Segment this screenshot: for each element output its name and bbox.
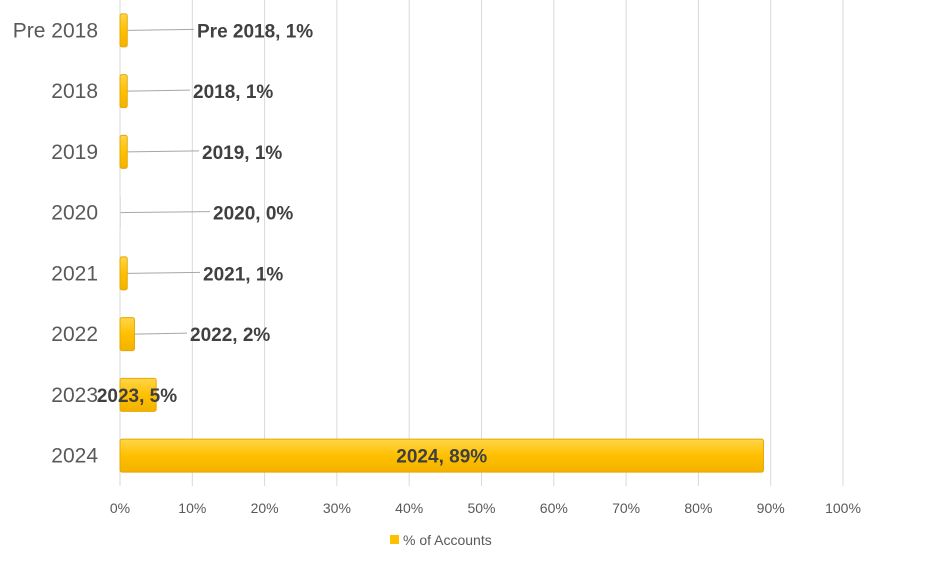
x-tick-label: 40% [395, 500, 423, 516]
x-tick-label: 30% [323, 500, 351, 516]
leader-line [127, 89, 191, 92]
category-label: 2019 [51, 141, 98, 164]
category-label: 2024 [51, 445, 98, 468]
legend-swatch [390, 535, 399, 544]
bar [119, 74, 128, 109]
leader-line [120, 211, 211, 214]
bar [119, 13, 128, 48]
category-label: 2023 [51, 384, 98, 407]
leader-line [127, 28, 195, 31]
x-tick-label: 50% [467, 500, 495, 516]
data-label: 2021, 1% [203, 264, 283, 285]
data-label: Pre 2018, 1% [197, 21, 313, 42]
x-tick-label: 90% [757, 500, 785, 516]
data-label: 2023, 5% [97, 386, 177, 407]
category-label: 2022 [51, 323, 98, 346]
bar [119, 195, 121, 230]
legend-label: % of Accounts [403, 532, 492, 548]
category-label: 2020 [51, 202, 98, 225]
data-label: 2019, 1% [202, 143, 282, 164]
leader-line [127, 150, 200, 153]
category-label: Pre 2018 [13, 19, 98, 42]
category-label: 2021 [51, 262, 98, 285]
x-tick-label: 0% [110, 500, 130, 516]
bar [119, 317, 135, 352]
x-tick-label: 10% [178, 500, 206, 516]
x-tick-label: 100% [825, 500, 861, 516]
category-label: 2018 [51, 80, 98, 103]
x-tick-label: 70% [612, 500, 640, 516]
bar [119, 134, 128, 169]
leader-line [127, 271, 201, 274]
bar [119, 256, 128, 291]
x-tick-label: 60% [540, 500, 568, 516]
data-label: 2018, 1% [193, 82, 273, 103]
x-tick-label: 80% [684, 500, 712, 516]
data-label: 2022, 2% [190, 325, 270, 346]
leader-line [134, 332, 188, 335]
data-label: 2024, 89% [396, 447, 487, 468]
x-tick-label: 20% [251, 500, 279, 516]
data-label: 2020, 0% [213, 204, 293, 225]
bar [119, 438, 764, 473]
bar [119, 377, 157, 412]
